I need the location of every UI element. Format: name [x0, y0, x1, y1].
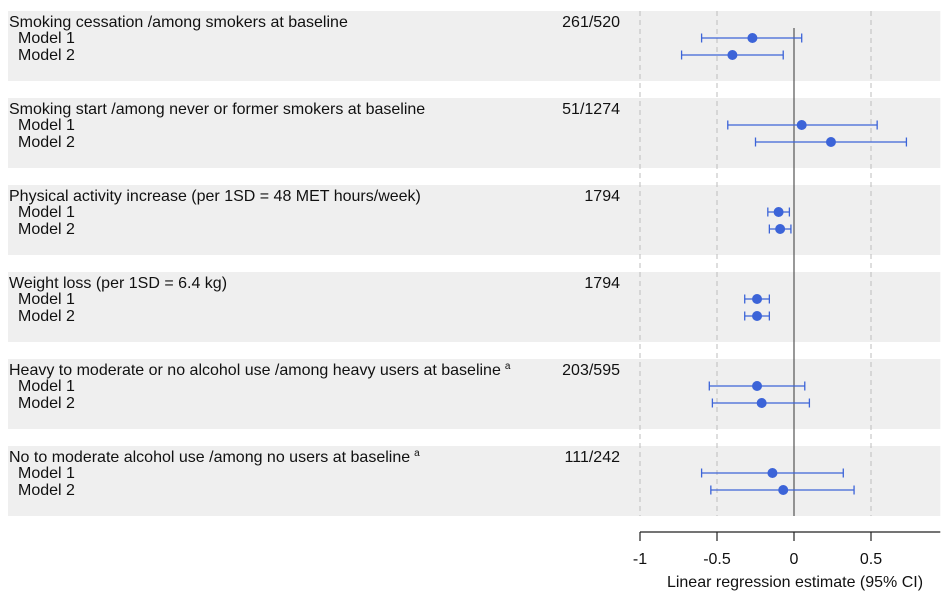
group-n: 111/242 [565, 449, 621, 466]
point-estimate [747, 33, 758, 43]
group-label: Smoking start /among never or former smo… [9, 101, 425, 118]
model-label: Model 2 [18, 482, 75, 499]
model-label: Model 1 [18, 465, 75, 482]
group-n: 261/520 [562, 14, 620, 31]
point-estimate [796, 120, 807, 130]
gridlines [639, 11, 872, 516]
point-estimate [752, 294, 763, 304]
point-estimate [775, 224, 786, 234]
point-estimate [752, 311, 763, 321]
model-label: Model 1 [18, 30, 75, 47]
group-label: No to moderate alcohol use /among no use… [9, 448, 420, 466]
model-label: Model 1 [18, 204, 75, 221]
x-tick-label: -0.5 [703, 551, 731, 568]
group-band [8, 11, 941, 81]
point-estimate [767, 468, 778, 478]
row-bands [8, 11, 941, 516]
model-label: Model 1 [18, 117, 75, 134]
group-band [8, 272, 941, 342]
model-label: Model 2 [18, 308, 75, 325]
group-label: Heavy to moderate or no alcohol use /amo… [9, 361, 511, 379]
point-estimate [778, 485, 789, 495]
model-label: Model 2 [18, 47, 75, 64]
group-label: Weight loss (per 1SD = 6.4 kg) [9, 275, 227, 292]
group-band [8, 98, 941, 168]
x-tick-label: 0.5 [860, 551, 882, 568]
group-band [8, 359, 941, 429]
point-estimate [825, 137, 836, 147]
footnote-marker: a [414, 448, 420, 459]
x-axis: -1 -0.5 0 0.5 [633, 531, 941, 568]
group-n: 1794 [584, 188, 620, 205]
group-label: Physical activity increase (per 1SD = 48… [9, 188, 421, 205]
model-label: Model 1 [18, 378, 75, 395]
group-n: 203/595 [562, 362, 620, 379]
x-axis-label: Linear regression estimate (95% CI) [667, 574, 923, 591]
group-label: Smoking cessation /among smokers at base… [9, 14, 348, 31]
group-band [8, 185, 941, 255]
point-estimate [756, 398, 767, 408]
row-labels: Smoking cessation /among smokers at base… [9, 14, 620, 499]
x-tick-label: -1 [633, 551, 647, 568]
x-tick-label: 0 [790, 551, 799, 568]
model-label: Model 2 [18, 395, 75, 412]
point-estimate [773, 207, 784, 217]
footnote-marker: a [505, 361, 511, 372]
model-label: Model 1 [18, 291, 75, 308]
model-label: Model 2 [18, 134, 75, 151]
model-label: Model 2 [18, 221, 75, 238]
estimate-marks [680, 33, 908, 495]
point-estimate [752, 381, 763, 391]
point-estimate [727, 50, 738, 60]
group-n: 51/1274 [562, 101, 620, 118]
group-n: 1794 [584, 275, 620, 292]
group-band [8, 446, 941, 516]
